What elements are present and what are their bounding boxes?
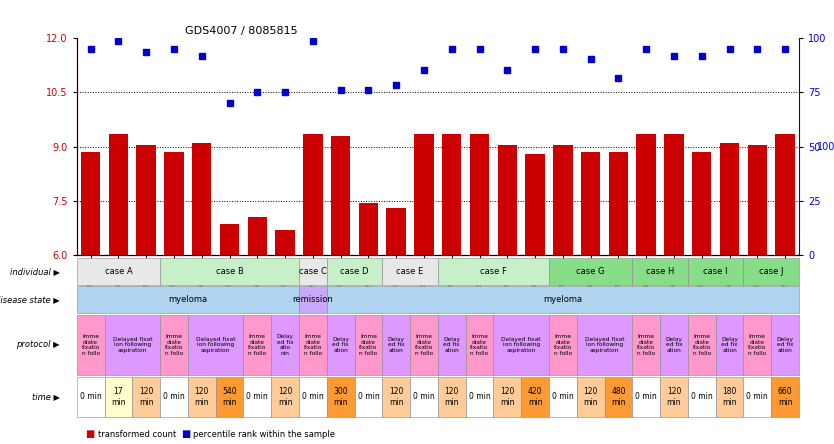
Text: case G: case G	[576, 267, 605, 276]
Bar	[581, 152, 600, 255]
Text: 0 min: 0 min	[746, 392, 768, 401]
Bar	[442, 134, 461, 255]
Text: 0 min: 0 min	[636, 392, 657, 401]
Bar	[692, 152, 711, 255]
Bar	[331, 136, 350, 255]
Text: 420
min: 420 min	[528, 387, 542, 407]
Text: individual ▶: individual ▶	[10, 267, 60, 276]
Text: 120
min: 120 min	[583, 387, 598, 407]
Text: Delayed fixat
ion following
aspiration: Delayed fixat ion following aspiration	[585, 337, 625, 353]
Text: case J: case J	[759, 267, 783, 276]
Text: 17
min: 17 min	[111, 387, 126, 407]
Text: case D: case D	[340, 267, 369, 276]
Text: percentile rank within the sample: percentile rank within the sample	[193, 430, 335, 439]
Text: 0 min: 0 min	[302, 392, 324, 401]
Text: Delay
ed fix
ation: Delay ed fix ation	[776, 337, 794, 353]
Text: 540
min: 540 min	[222, 387, 237, 407]
Y-axis label: 100%: 100%	[816, 142, 834, 151]
Bar	[386, 208, 406, 255]
Bar	[636, 134, 656, 255]
Text: ■: ■	[181, 429, 190, 439]
Text: Delayed fixat
ion following
aspiration: Delayed fixat ion following aspiration	[113, 337, 152, 353]
Text: case E: case E	[396, 267, 424, 276]
Bar	[303, 134, 323, 255]
Bar	[248, 217, 267, 255]
Bar	[609, 152, 628, 255]
Text: 0 min: 0 min	[246, 392, 269, 401]
Text: case A: case A	[104, 267, 133, 276]
Text: Imme
diate
fixatio
n follo: Imme diate fixatio n follo	[470, 334, 489, 356]
Text: Delayed fixat
ion following
aspiration: Delayed fixat ion following aspiration	[501, 337, 541, 353]
Bar	[108, 134, 128, 255]
Text: 480
min: 480 min	[611, 387, 626, 407]
Text: Delayed fixat
ion following
aspiration: Delayed fixat ion following aspiration	[196, 337, 235, 353]
Text: case H: case H	[646, 267, 674, 276]
Text: 180
min: 180 min	[722, 387, 736, 407]
Text: Imme
diate
fixatio
n follo: Imme diate fixatio n follo	[82, 334, 100, 356]
Text: Delay
ed fix
atio
nin: Delay ed fix atio nin	[277, 334, 294, 356]
Text: GDS4007 / 8085815: GDS4007 / 8085815	[185, 26, 298, 36]
Text: 0 min: 0 min	[163, 392, 185, 401]
Bar	[220, 225, 239, 255]
Bar	[776, 134, 795, 255]
Text: Imme
diate
fixatio
n follo: Imme diate fixatio n follo	[248, 334, 267, 356]
Bar	[164, 152, 183, 255]
Text: remission: remission	[293, 295, 334, 304]
Text: Imme
diate
fixatio
n follo: Imme diate fixatio n follo	[304, 334, 322, 356]
Text: myeloma: myeloma	[543, 295, 582, 304]
Text: 120
min: 120 min	[139, 387, 153, 407]
Text: Imme
diate
fixatio
n follo: Imme diate fixatio n follo	[748, 334, 766, 356]
Bar	[664, 134, 684, 255]
Text: case C: case C	[299, 267, 327, 276]
Text: Imme
diate
fixatio
n follo: Imme diate fixatio n follo	[692, 334, 711, 356]
Bar	[525, 154, 545, 255]
Text: 120
min: 120 min	[194, 387, 209, 407]
Bar	[747, 145, 767, 255]
Text: 120
min: 120 min	[389, 387, 404, 407]
Text: Delay
ed fix
ation: Delay ed fix ation	[721, 337, 738, 353]
Text: Imme
diate
fixatio
n follo: Imme diate fixatio n follo	[554, 334, 572, 356]
Text: time ▶: time ▶	[32, 392, 60, 401]
Bar	[414, 134, 434, 255]
Text: Imme
diate
fixatio
n follo: Imme diate fixatio n follo	[359, 334, 378, 356]
Bar	[192, 143, 212, 255]
Bar	[275, 230, 294, 255]
Bar	[81, 152, 100, 255]
Bar	[553, 145, 573, 255]
Text: protocol ▶: protocol ▶	[17, 341, 60, 349]
Text: 0 min: 0 min	[80, 392, 102, 401]
Text: ■: ■	[85, 429, 94, 439]
Text: 0 min: 0 min	[691, 392, 712, 401]
Text: Delay
ed fix
ation: Delay ed fix ation	[332, 337, 349, 353]
Bar	[359, 203, 378, 255]
Text: Delay
ed fix
ation: Delay ed fix ation	[666, 337, 682, 353]
Bar	[498, 145, 517, 255]
Text: case F: case F	[480, 267, 507, 276]
Text: 0 min: 0 min	[358, 392, 379, 401]
Text: 120
min: 120 min	[278, 387, 293, 407]
Text: 300
min: 300 min	[334, 387, 348, 407]
Text: 0 min: 0 min	[469, 392, 490, 401]
Text: Delay
ed fix
ation: Delay ed fix ation	[388, 337, 404, 353]
Text: Imme
diate
fixatio
n follo: Imme diate fixatio n follo	[414, 334, 433, 356]
Bar	[137, 145, 156, 255]
Text: 0 min: 0 min	[552, 392, 574, 401]
Bar	[470, 134, 490, 255]
Text: myeloma: myeloma	[168, 295, 208, 304]
Text: case B: case B	[215, 267, 244, 276]
Text: 120
min: 120 min	[666, 387, 681, 407]
Text: 120
min: 120 min	[445, 387, 459, 407]
Text: Imme
diate
fixatio
n follo: Imme diate fixatio n follo	[165, 334, 183, 356]
Text: Delay
ed fix
ation: Delay ed fix ation	[443, 337, 460, 353]
Text: case I: case I	[703, 267, 728, 276]
Bar	[720, 143, 739, 255]
Text: disease state ▶: disease state ▶	[0, 295, 60, 304]
Text: transformed count: transformed count	[98, 430, 176, 439]
Text: 0 min: 0 min	[413, 392, 435, 401]
Text: Imme
diate
fixatio
n follo: Imme diate fixatio n follo	[637, 334, 656, 356]
Text: 660
min: 660 min	[778, 387, 792, 407]
Text: 120
min: 120 min	[500, 387, 515, 407]
